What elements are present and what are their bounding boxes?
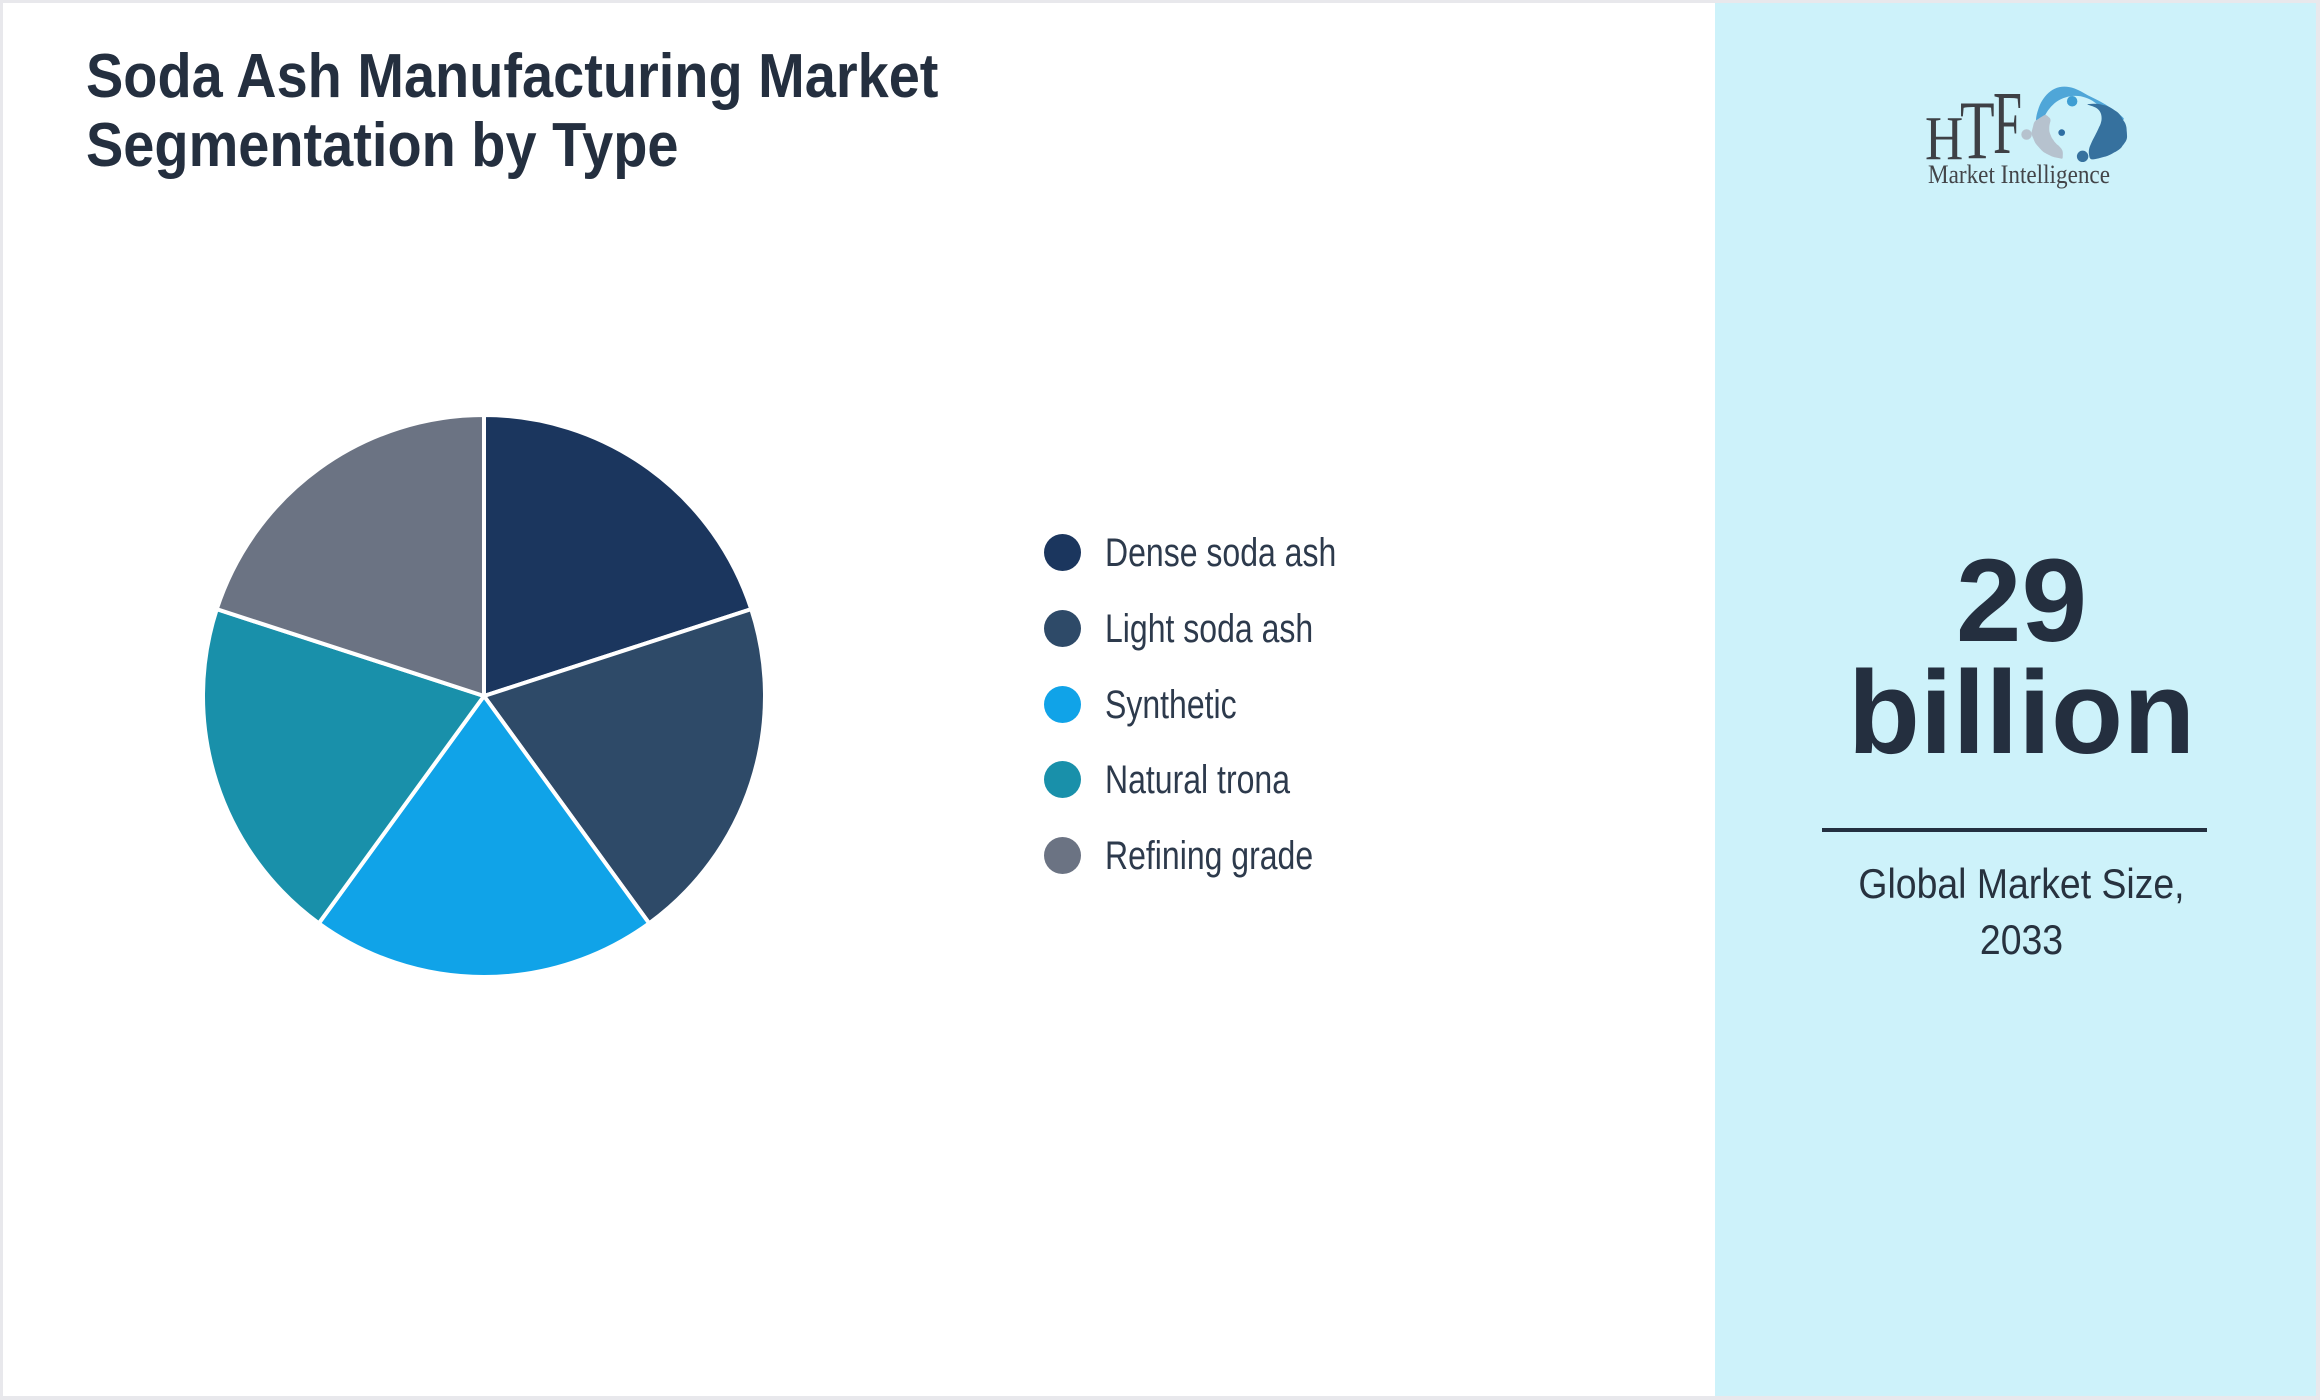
svg-text:Market Intelligence: Market Intelligence bbox=[1928, 160, 2110, 189]
svg-text:T: T bbox=[1960, 84, 1995, 178]
svg-text:F: F bbox=[1993, 72, 2022, 172]
svg-text:H: H bbox=[1925, 103, 1963, 173]
